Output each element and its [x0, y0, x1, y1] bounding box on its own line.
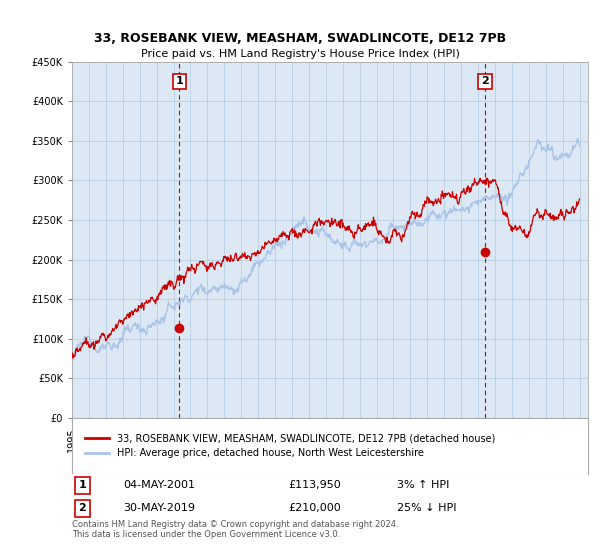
Text: 04-MAY-2001: 04-MAY-2001: [124, 480, 196, 491]
Text: 30-MAY-2019: 30-MAY-2019: [124, 503, 196, 514]
Text: 2: 2: [481, 76, 489, 86]
Text: 3% ↑ HPI: 3% ↑ HPI: [397, 480, 449, 491]
Legend: 33, ROSEBANK VIEW, MEASHAM, SWADLINCOTE, DE12 7PB (detached house), HPI: Average: 33, ROSEBANK VIEW, MEASHAM, SWADLINCOTE,…: [82, 431, 499, 461]
Text: £210,000: £210,000: [289, 503, 341, 514]
Text: £113,950: £113,950: [289, 480, 341, 491]
Text: 25% ↓ HPI: 25% ↓ HPI: [397, 503, 457, 514]
Text: 2: 2: [79, 503, 86, 514]
Text: 1: 1: [79, 480, 86, 491]
Text: 33, ROSEBANK VIEW, MEASHAM, SWADLINCOTE, DE12 7PB: 33, ROSEBANK VIEW, MEASHAM, SWADLINCOTE,…: [94, 32, 506, 45]
Text: Contains HM Land Registry data © Crown copyright and database right 2024.
This d: Contains HM Land Registry data © Crown c…: [72, 520, 398, 539]
Text: Price paid vs. HM Land Registry's House Price Index (HPI): Price paid vs. HM Land Registry's House …: [140, 49, 460, 59]
Text: 1: 1: [176, 76, 184, 86]
